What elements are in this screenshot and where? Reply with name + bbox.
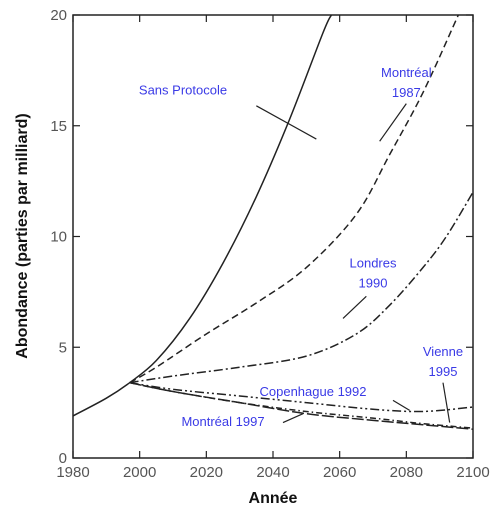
y-axis-title: Abondance (parties par milliard) <box>14 113 31 358</box>
y-tick-label-15: 15 <box>50 118 67 135</box>
data-series <box>73 15 473 430</box>
x-tick-label-2100: 2100 <box>456 464 489 481</box>
y-tick-label-5: 5 <box>59 339 67 356</box>
x-tick-label-1980: 1980 <box>56 464 89 481</box>
annotation-montreal-1997: Montréal 1997 <box>181 414 264 429</box>
leader-vienne-1995 <box>442 382 451 423</box>
series-copenhague-1992 <box>129 381 473 429</box>
series-londres-1990 <box>129 191 473 384</box>
series-sans-protocole <box>73 15 333 417</box>
y-tick-label-20: 20 <box>50 7 67 24</box>
x-tick-label-2080: 2080 <box>390 464 423 481</box>
x-tick-label-2060: 2060 <box>323 464 356 481</box>
series-vienne-1995 <box>129 381 473 413</box>
leader-copenhague-1992 <box>392 399 410 411</box>
leader-londres-1990 <box>342 295 367 319</box>
annotation-copenhague-1992: Copenhague 1992 <box>260 384 367 399</box>
x-tick-label-2000: 2000 <box>123 464 156 481</box>
annotation-londres-1990: Londres 1990 <box>350 256 397 291</box>
leader-montreal-1997 <box>282 413 304 424</box>
y-tick-label-10: 10 <box>50 229 67 246</box>
x-tick-label-2040: 2040 <box>256 464 289 481</box>
series-montreal-1997 <box>129 381 473 430</box>
y-tick-label-0: 0 <box>59 450 67 467</box>
leader-montreal-1987 <box>379 103 407 142</box>
axis-ticks: 1980 2000 2020 2040 2060 2080 2100 0 5 10 15 20 <box>50 7 489 481</box>
annotation-montreal-1987: Montréal 1987 <box>381 65 432 100</box>
annotation-sans-protocole: Sans Protocole <box>139 83 227 98</box>
series-montreal-1987 <box>129 15 460 384</box>
annotation-vienne-1995: Vienne 1995 <box>423 344 463 379</box>
annotations: Sans Protocole Montréal 1987 Londres 1990 Vie… <box>139 65 463 429</box>
x-tick-label-2020: 2020 <box>190 464 223 481</box>
leader-sans-protocole <box>256 105 317 140</box>
x-axis-title: Année <box>249 490 298 507</box>
